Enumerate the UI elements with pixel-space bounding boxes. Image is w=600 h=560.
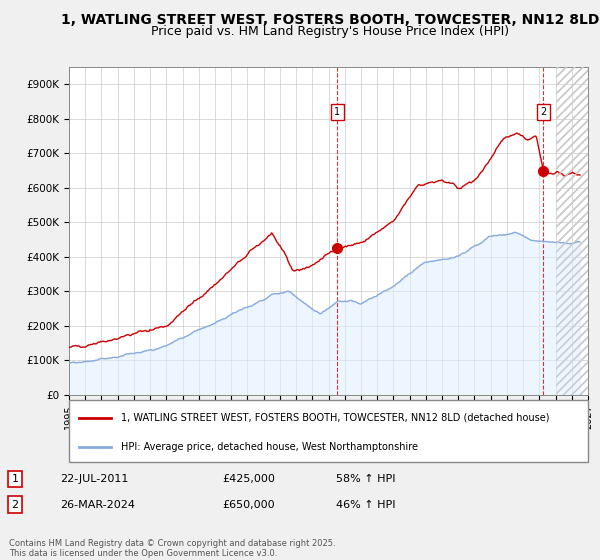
Text: 46% ↑ HPI: 46% ↑ HPI — [336, 500, 395, 510]
Text: £650,000: £650,000 — [222, 500, 275, 510]
Text: Contains HM Land Registry data © Crown copyright and database right 2025.
This d: Contains HM Land Registry data © Crown c… — [9, 539, 335, 558]
Text: 2: 2 — [11, 500, 19, 510]
Text: 22-JUL-2011: 22-JUL-2011 — [60, 474, 128, 484]
Text: HPI: Average price, detached house, West Northamptonshire: HPI: Average price, detached house, West… — [121, 442, 418, 451]
Text: 1, WATLING STREET WEST, FOSTERS BOOTH, TOWCESTER, NN12 8LD: 1, WATLING STREET WEST, FOSTERS BOOTH, T… — [61, 13, 599, 27]
Text: 26-MAR-2024: 26-MAR-2024 — [60, 500, 135, 510]
Text: 2: 2 — [540, 107, 547, 117]
Text: 1, WATLING STREET WEST, FOSTERS BOOTH, TOWCESTER, NN12 8LD (detached house): 1, WATLING STREET WEST, FOSTERS BOOTH, T… — [121, 413, 550, 423]
Text: 1: 1 — [334, 107, 340, 117]
Text: 1: 1 — [11, 474, 19, 484]
Text: 58% ↑ HPI: 58% ↑ HPI — [336, 474, 395, 484]
Text: Price paid vs. HM Land Registry's House Price Index (HPI): Price paid vs. HM Land Registry's House … — [151, 25, 509, 38]
Text: £425,000: £425,000 — [222, 474, 275, 484]
